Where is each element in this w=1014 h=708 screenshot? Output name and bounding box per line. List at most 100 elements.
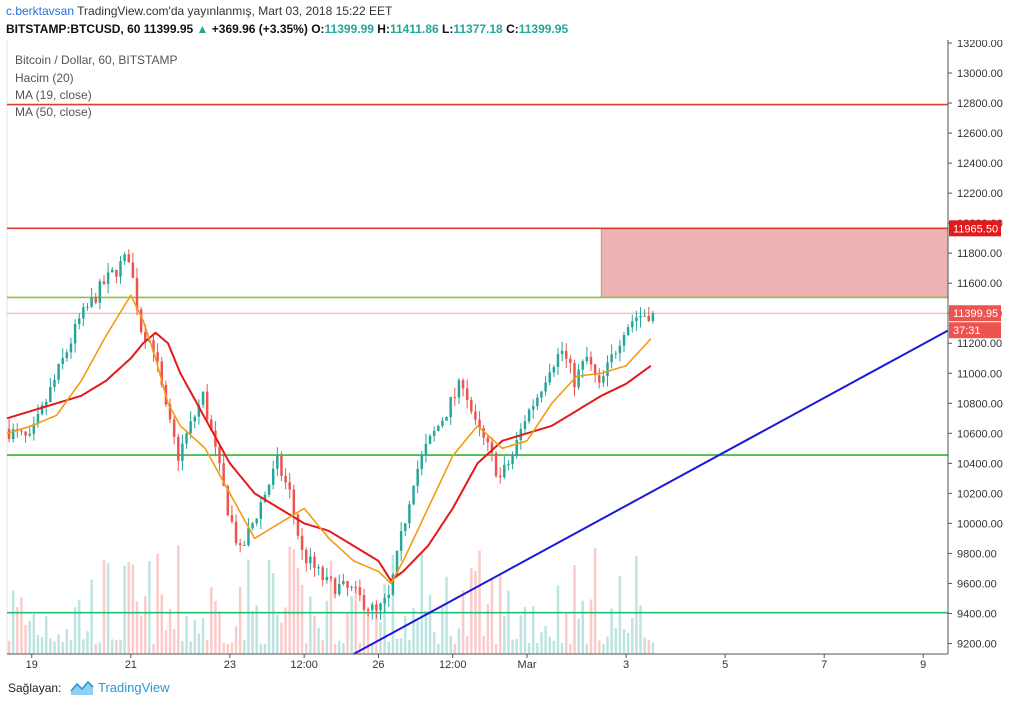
volume-bar (36, 634, 40, 654)
upper-level-price-tag: 11965.50 (953, 223, 998, 235)
volume-bar (573, 564, 576, 654)
candle-body (65, 352, 69, 359)
volume-bar (259, 643, 263, 654)
volume-bar (111, 639, 114, 654)
last-price-tag-bg (949, 305, 1001, 322)
volume-bar (399, 638, 403, 654)
candle-body (222, 463, 225, 486)
candle-body (61, 358, 64, 365)
candle-body (73, 324, 77, 344)
volume-bar (424, 611, 428, 654)
volume-bar (540, 632, 543, 654)
volume-bar (32, 614, 36, 654)
volume-bar (383, 584, 386, 654)
candle-body (564, 350, 568, 359)
footer-label: Sağlayan: (8, 681, 62, 695)
candle-body (86, 306, 89, 308)
volume-bar (177, 545, 180, 654)
volume-bar (135, 601, 139, 654)
volume-legend[interactable]: Hacim (20) (15, 71, 74, 85)
volume-bar (626, 632, 630, 654)
tradingview-logo-icon[interactable] (70, 679, 94, 697)
volume-bar (338, 640, 341, 654)
candle-body (201, 391, 205, 405)
volume-bar (408, 640, 411, 654)
volume-bar (106, 563, 110, 654)
trendline[interactable] (353, 329, 949, 655)
volume-bar (82, 639, 85, 654)
candle-body (540, 391, 543, 398)
countdown-tag-bg (949, 322, 1001, 339)
candle-body (453, 397, 457, 399)
ma19-legend[interactable]: MA (19, close) (15, 88, 92, 102)
volume-bar (24, 625, 27, 654)
candle-body (560, 350, 564, 354)
volume-bar (16, 607, 19, 654)
volume-bar (131, 564, 135, 654)
volume-bar (404, 616, 407, 654)
candle-body (614, 353, 617, 355)
candle-body (127, 254, 130, 263)
price-chart[interactable]: 9200.00 9400.00 9600.00 9800.00 10000.00 1020… (0, 40, 1014, 676)
volume-bar (296, 568, 300, 654)
volume-bar (598, 640, 601, 654)
x-tick-label: 3 (623, 659, 629, 671)
candle-body (53, 379, 56, 387)
candle-body (168, 404, 172, 420)
volume-bar (333, 643, 337, 654)
volume-bar (148, 560, 151, 654)
candle-body (461, 380, 465, 389)
candle-body (643, 315, 646, 317)
tradingview-brand[interactable]: TradingView (98, 680, 170, 695)
volume-bar (98, 642, 102, 654)
volume-bar (560, 643, 564, 654)
volume-bar (65, 628, 69, 654)
candle-body (280, 455, 283, 476)
candle-body (238, 543, 242, 546)
candle-body (243, 545, 246, 547)
y-tick-label: 11000.00 (957, 368, 1002, 380)
candle-body (255, 518, 258, 524)
volume-bar (123, 565, 126, 654)
ma50-line[interactable] (6, 331, 652, 582)
volume-bar (267, 559, 271, 654)
candle-body (441, 420, 444, 426)
candle-body (585, 356, 589, 362)
volume-bar (292, 549, 296, 654)
volume-bar (445, 576, 448, 654)
y-tick-label: 11600.00 (957, 278, 1002, 290)
candle-body (626, 327, 630, 336)
volume-bar (329, 560, 333, 654)
volume-bar (317, 628, 320, 654)
candle-body (115, 269, 118, 277)
volume-bar (152, 643, 155, 654)
volume-bar (234, 626, 238, 654)
candle-body (437, 425, 440, 431)
resistance-zone[interactable] (600, 227, 949, 298)
candle-body (49, 386, 52, 402)
x-tick-label: 5 (722, 659, 728, 671)
x-tick-label: 12:00 (439, 659, 467, 671)
candle-body (296, 514, 300, 536)
volume-bar (77, 599, 81, 654)
ma50-legend[interactable]: MA (50, close) (15, 105, 92, 119)
candle-body (606, 362, 609, 377)
volume-bar (342, 643, 345, 654)
volume-bar (7, 640, 11, 654)
candle-body (527, 409, 531, 422)
candle-body (342, 581, 345, 585)
volume-bar (255, 605, 258, 654)
y-tick-label: 10000.00 (957, 518, 1003, 530)
y-tick-label: 13200.00 (957, 40, 1003, 50)
candle-body (494, 453, 498, 476)
candle-body (90, 297, 93, 307)
author-link[interactable]: c.berktavsan (6, 4, 75, 18)
volume-bar (115, 640, 118, 654)
candle-body (267, 484, 271, 495)
candle-body (531, 406, 535, 410)
candle-body (300, 535, 304, 550)
chart-title[interactable]: Bitcoin / Dollar, 60, BITSTAMP (15, 53, 178, 67)
ma19-line[interactable] (6, 294, 652, 585)
candle-body (230, 515, 234, 522)
volume-bar (313, 615, 316, 654)
